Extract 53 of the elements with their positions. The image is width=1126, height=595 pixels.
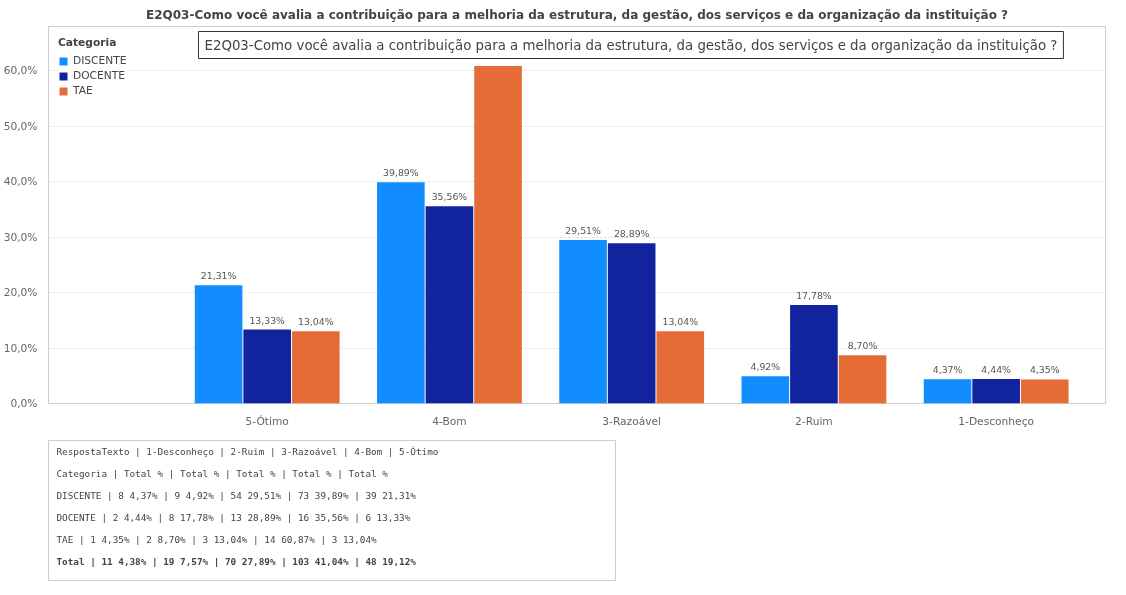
bar [425,206,474,404]
data-label: 17,78% [796,289,832,301]
data-label: 4,35% [1029,364,1060,376]
bar [243,329,291,404]
text: RespostaTexto | 1-Desconheço | 2-Ruim | 3-Razoável | 4-Bom | 5-Ótimo [56,445,439,457]
chart-title: E2Q03-Como você avalia a contribuição para a melhoria da estrutura, da gestão, dos serviços e da organização da instituição ? [145,7,1009,22]
x-tick-label: 1-Desconheço [958,414,1035,428]
bar [741,376,790,404]
bar [474,66,522,404]
data-label: 39,89% [383,167,419,179]
text: Categoria | Total % | Total % | Total % | Total % | Total % [56,467,389,479]
legend-label: TAE [73,84,93,97]
y-tick-label: 40,0% [3,175,38,189]
bar [972,378,1020,404]
y-tick-label: 60,0% [3,64,38,78]
y-tick-label: 30,0% [3,230,38,244]
x-tick-label: 2-Ruim [795,414,833,428]
x-tick-label: 3-Razoável [602,414,662,428]
x-tick-label: 5-Ótimo [245,414,289,428]
bar [377,182,425,404]
legend-title: Categoria [58,36,118,49]
bar [194,285,243,404]
data-label: 29,51% [565,224,601,236]
text: TAE | 1 4,35% | 2 8,70% | 3 13,04% | 14 60,87% | 3 13,04% [56,533,377,545]
bar [838,355,887,404]
bar [559,239,607,404]
text: DISCENTE | 8 4,37% | 9 4,92% | 54 29,51% | 73 39,89% | 39 21,31% [56,489,417,501]
data-label: 4,37% [932,364,963,376]
data-label: 21,31% [200,270,237,282]
annotation: E2Q03-Como você avalia a contribuição para a melhoria da estrutura, da gestão, dos serviços e da organização da instituição ? [204,37,1058,53]
bar [656,331,705,404]
bar [607,243,656,404]
text: Total | 11 4,38% | 19 7,57% | 70 27,89% | 103 41,04% | 48 19,12% [56,555,417,567]
x-tick-label: 4-Bom [432,414,467,428]
text: DOCENTE | 2 4,44% | 8 17,78% | 13 28,89% | 16 35,56% | 6 13,33% [56,511,411,523]
bar [1020,379,1069,404]
y-tick-label: 0,0% [10,397,38,410]
y-tick-label: 50,0% [3,119,38,133]
bar [923,379,972,404]
data-label: 13,04% [298,316,334,328]
data-label: 13,33% [249,314,286,326]
legend-label: DISCENTE [73,54,127,67]
data-label: 4,44% [981,363,1012,375]
data-label: 4,92% [750,361,781,373]
bar [291,331,340,404]
legend-label: DOCENTE [73,69,125,82]
bar [790,304,838,404]
y-tick-label: 10,0% [3,341,38,355]
data-label: 8,70% [847,340,878,352]
y-tick-label: 20,0% [3,286,38,300]
data-label: 35,56% [431,191,468,203]
data-label: 13,04% [662,316,699,328]
data-label: 28,89% [613,228,650,240]
